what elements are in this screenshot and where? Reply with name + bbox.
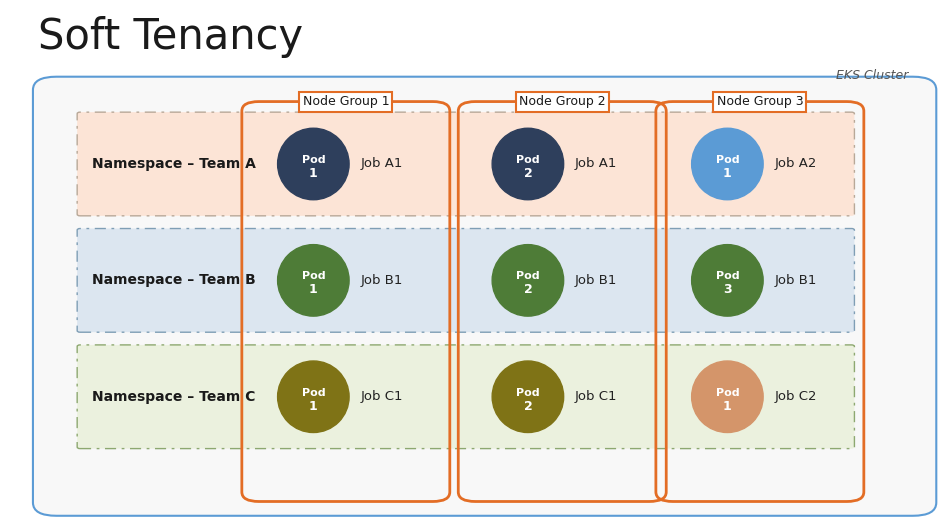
Text: Node Group 2: Node Group 2 (518, 95, 606, 108)
Text: 2: 2 (523, 284, 533, 296)
Text: Job A1: Job A1 (360, 158, 403, 170)
Text: Soft Tenancy: Soft Tenancy (38, 16, 303, 58)
Text: Namespace – Team B: Namespace – Team B (92, 273, 256, 287)
Text: 1: 1 (309, 284, 318, 296)
Text: Pod: Pod (301, 271, 326, 281)
FancyBboxPatch shape (77, 112, 854, 216)
Text: 3: 3 (723, 284, 732, 296)
Text: Node Group 3: Node Group 3 (716, 95, 804, 108)
Text: Job B1: Job B1 (774, 274, 817, 287)
Text: 1: 1 (723, 167, 732, 180)
Text: EKS Cluster: EKS Cluster (836, 69, 908, 82)
Text: Namespace – Team C: Namespace – Team C (92, 390, 256, 404)
Ellipse shape (278, 128, 349, 200)
Text: Pod: Pod (715, 155, 740, 165)
Text: Namespace – Team A: Namespace – Team A (92, 157, 256, 171)
FancyBboxPatch shape (77, 229, 854, 332)
Text: Pod: Pod (301, 155, 326, 165)
Ellipse shape (692, 128, 763, 200)
Text: Pod: Pod (715, 388, 740, 397)
Ellipse shape (278, 244, 349, 316)
Text: Job B1: Job B1 (360, 274, 403, 287)
Text: Job C1: Job C1 (360, 390, 403, 403)
Text: Pod: Pod (715, 271, 740, 281)
Text: Pod: Pod (516, 155, 540, 165)
FancyBboxPatch shape (33, 77, 936, 516)
Text: Pod: Pod (516, 388, 540, 397)
Text: 1: 1 (723, 400, 732, 413)
Text: 1: 1 (309, 167, 318, 180)
FancyBboxPatch shape (77, 345, 854, 449)
Text: Job A1: Job A1 (575, 158, 617, 170)
Text: Job C1: Job C1 (575, 390, 617, 403)
Ellipse shape (492, 361, 564, 433)
Text: Pod: Pod (301, 388, 326, 397)
Ellipse shape (278, 361, 349, 433)
Ellipse shape (692, 244, 763, 316)
Text: 2: 2 (523, 400, 533, 413)
Ellipse shape (692, 361, 763, 433)
Text: Pod: Pod (516, 271, 540, 281)
Text: Job B1: Job B1 (575, 274, 617, 287)
Text: 2: 2 (523, 167, 533, 180)
Ellipse shape (492, 244, 564, 316)
Ellipse shape (492, 128, 564, 200)
Text: 1: 1 (309, 400, 318, 413)
Text: Node Group 1: Node Group 1 (302, 95, 390, 108)
Text: Job A2: Job A2 (774, 158, 817, 170)
Text: Job C2: Job C2 (774, 390, 817, 403)
